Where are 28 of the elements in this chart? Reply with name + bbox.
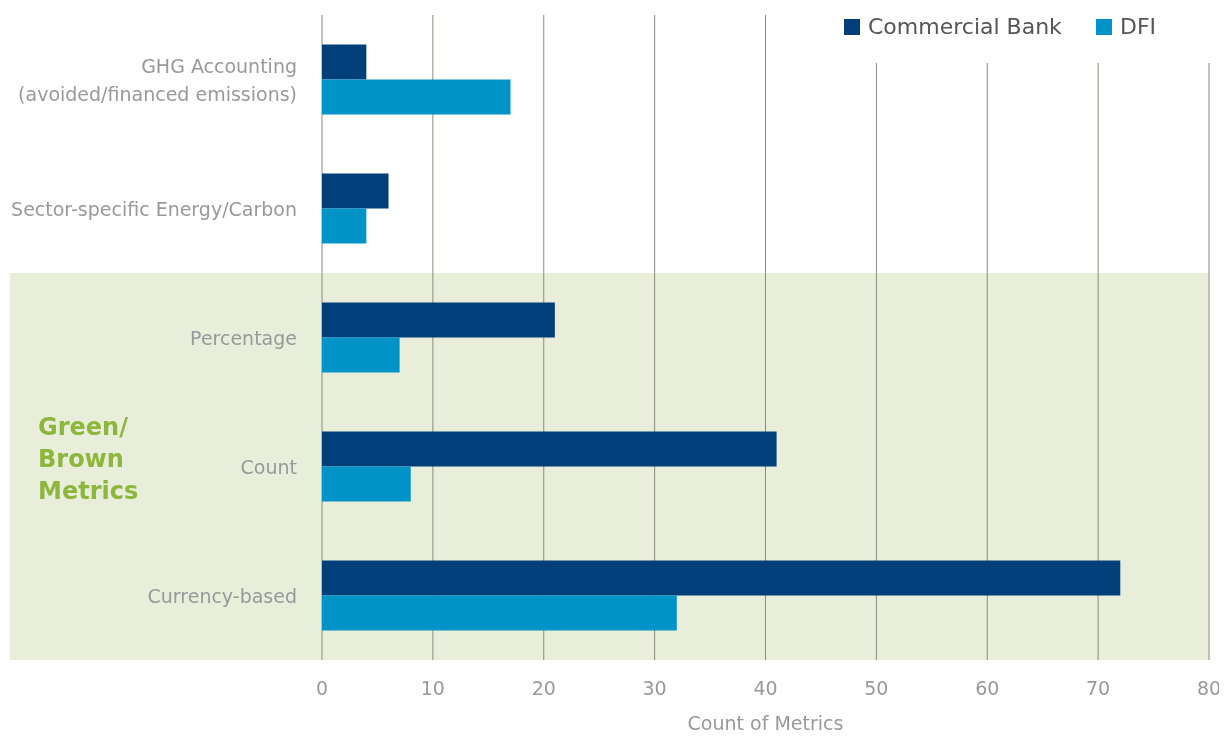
- x-tick-label: 70: [1086, 677, 1111, 699]
- x-tick-label: 30: [642, 677, 667, 699]
- x-tick-label: 60: [975, 677, 1000, 699]
- bar: [322, 302, 555, 338]
- bar: [322, 560, 1121, 596]
- y-tick-label: GHG Accounting (avoided/financed emissions): [18, 54, 297, 105]
- bar: [322, 431, 777, 467]
- bar: [322, 208, 367, 244]
- bar: [322, 79, 511, 115]
- bar: [322, 44, 367, 80]
- bar: [322, 595, 677, 631]
- legend-label: Commercial Bank: [868, 14, 1063, 39]
- x-axis-title: Count of Metrics: [687, 712, 844, 734]
- x-tick-label: 50: [864, 677, 889, 699]
- y-tick-label: Sector-specific Energy/Carbon: [11, 197, 297, 220]
- x-tick-label: 10: [420, 677, 445, 699]
- x-tick-label: 0: [315, 677, 329, 699]
- y-tick-label: Percentage: [190, 326, 297, 349]
- legend-label: DFI: [1120, 14, 1157, 39]
- bar: [322, 173, 389, 209]
- x-tick-label: 40: [753, 677, 778, 699]
- band-label: Green/ Brown Metrics: [38, 412, 139, 505]
- x-tick-label: 80: [1196, 677, 1222, 699]
- bar: [322, 337, 400, 373]
- bar: [322, 466, 411, 502]
- y-tick-label: Currency-based: [147, 584, 297, 607]
- x-tick-label: 20: [531, 677, 556, 699]
- y-tick-label: Count: [240, 455, 297, 478]
